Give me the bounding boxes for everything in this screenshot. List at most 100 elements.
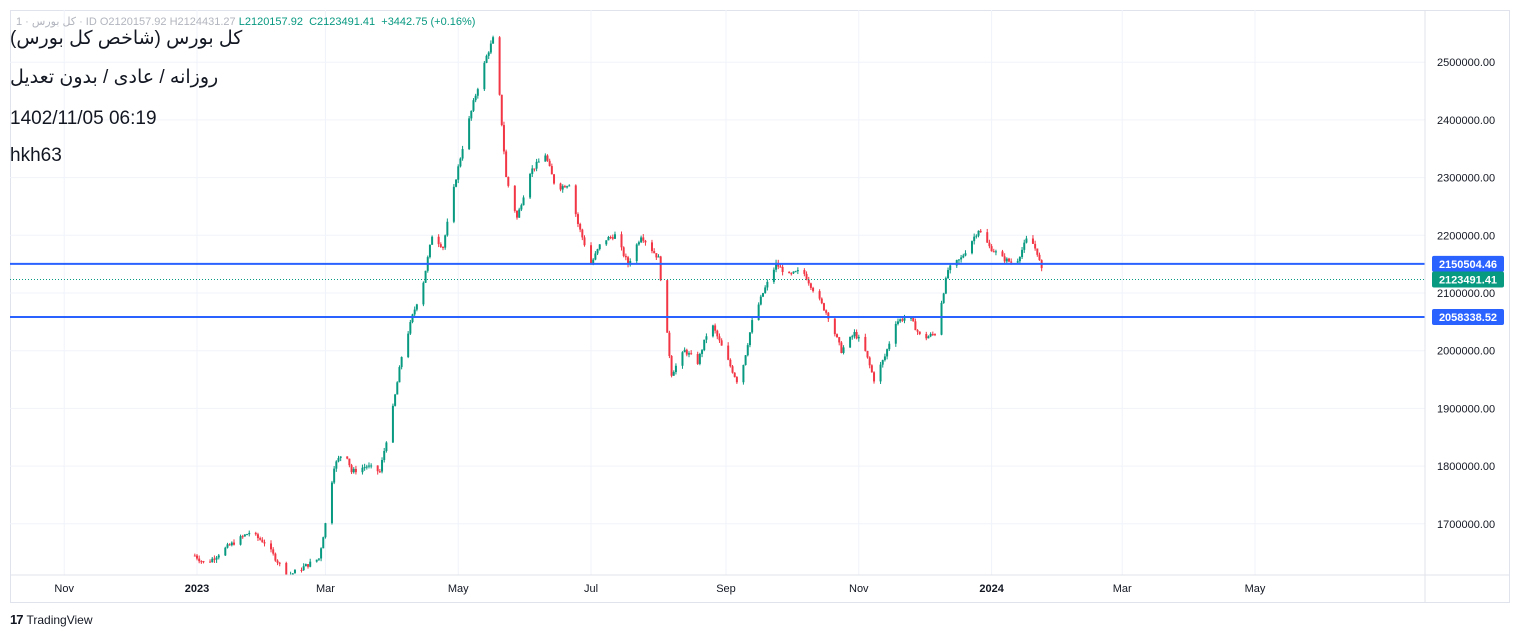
- candle-body: [796, 270, 799, 272]
- candle-body: [681, 352, 684, 366]
- x-tick-label: Sep: [716, 583, 736, 595]
- candle-body: [239, 536, 242, 545]
- candle-body: [596, 249, 599, 254]
- candle-body: [744, 355, 747, 365]
- y-tick-label: 2300000.00: [1437, 173, 1495, 185]
- candle-body: [620, 234, 623, 248]
- candle-body: [224, 547, 227, 556]
- candle-body: [518, 209, 521, 218]
- brand-name: TradingView: [26, 612, 93, 627]
- candle-body: [864, 336, 867, 351]
- candle-body: [609, 237, 612, 239]
- candle-body: [888, 343, 891, 350]
- candle-body: [446, 221, 449, 236]
- candle-body: [409, 322, 412, 334]
- candle-body: [472, 100, 475, 111]
- candle-body: [198, 558, 201, 562]
- candle-body: [598, 244, 601, 250]
- candle-body: [531, 168, 534, 174]
- candle-body: [391, 405, 394, 443]
- x-tick-label: 2023: [185, 583, 209, 595]
- candle-body: [196, 555, 198, 559]
- y-tick-label: 2000000.00: [1437, 346, 1495, 358]
- chart-datetime: 1402/11/05 06:19: [10, 108, 157, 129]
- candle-body: [1016, 261, 1019, 263]
- candle-body: [790, 273, 793, 275]
- candle-body: [383, 451, 386, 460]
- candle-body: [903, 318, 906, 321]
- candle-body: [873, 372, 876, 382]
- candle-body: [637, 242, 640, 245]
- candle-body: [489, 43, 492, 53]
- candle-body: [422, 282, 425, 305]
- candle-body: [931, 333, 934, 335]
- candle-body: [544, 155, 547, 162]
- candle-body: [886, 349, 889, 357]
- ohlc-change: +3442.75 (+0.16%): [381, 16, 476, 28]
- candle-body: [977, 230, 980, 236]
- candle-body: [302, 566, 305, 571]
- candle-body: [217, 555, 220, 558]
- candle-body: [254, 532, 257, 535]
- y-tick-label: 1700000.00: [1437, 519, 1495, 531]
- candle-body: [857, 336, 860, 339]
- candle-body: [910, 317, 913, 319]
- candle-body: [818, 291, 821, 299]
- candle-body: [576, 214, 579, 224]
- candle-body: [285, 562, 288, 575]
- candle-body: [701, 350, 704, 354]
- tradingview-brand[interactable]: 17 TradingView: [10, 612, 93, 627]
- candle-body: [670, 355, 673, 376]
- ohlc-low: L2120157.92: [238, 16, 303, 28]
- candle-body: [553, 174, 556, 184]
- candle-body: [533, 168, 536, 170]
- candle-body: [696, 354, 699, 364]
- chart-subtitle: روزانه / عادی / بدون تعدیل: [10, 67, 219, 88]
- candle-body: [439, 244, 442, 247]
- candle-body: [407, 333, 410, 358]
- candle-body: [209, 561, 212, 563]
- candle-body: [398, 367, 401, 383]
- y-tick-label: 2200000.00: [1437, 230, 1495, 242]
- candle-body: [248, 532, 251, 535]
- candle-body: [291, 573, 294, 575]
- candle-body: [751, 320, 754, 333]
- candle-body: [733, 372, 736, 378]
- candle-body: [635, 244, 638, 262]
- candle-body: [339, 456, 342, 459]
- level-1-price-label: 2150504.46: [1439, 259, 1497, 271]
- x-tick-label: Nov: [849, 583, 869, 595]
- ohlc-prefix: کل بورس · 1 · ID: [16, 16, 97, 28]
- candle-body: [193, 555, 196, 557]
- candle-body: [424, 270, 427, 283]
- candle-body: [270, 543, 273, 550]
- candle-body: [413, 309, 416, 315]
- candle-body: [792, 271, 795, 274]
- ohlc-readout: کل بورس · 1 · ID O2120157.92 H2124431.27…: [16, 15, 475, 28]
- candle-body: [452, 186, 455, 222]
- candle-body: [748, 332, 751, 346]
- y-tick-label: 1800000.00: [1437, 461, 1495, 473]
- candle-body: [559, 183, 562, 190]
- x-tick-label: May: [1245, 583, 1266, 595]
- candle-body: [568, 185, 571, 187]
- candle-body: [202, 561, 205, 563]
- candle-body: [836, 334, 839, 338]
- candle-body: [772, 269, 775, 282]
- y-tick-label: 1900000.00: [1437, 403, 1495, 415]
- candle-body: [705, 336, 708, 340]
- candle-body: [805, 273, 808, 280]
- candle-body: [492, 37, 495, 44]
- candle-body: [849, 336, 852, 348]
- level-2-price-label-box: [1432, 309, 1504, 326]
- candle-body: [241, 536, 244, 538]
- candle-body: [1021, 249, 1024, 258]
- candle-body: [949, 265, 952, 271]
- candle-body: [762, 293, 765, 297]
- candle-body: [513, 185, 516, 211]
- candle-body: [246, 534, 249, 536]
- x-tick-label: 2024: [979, 583, 1004, 595]
- candle-body: [376, 465, 379, 472]
- candle-body: [916, 330, 919, 332]
